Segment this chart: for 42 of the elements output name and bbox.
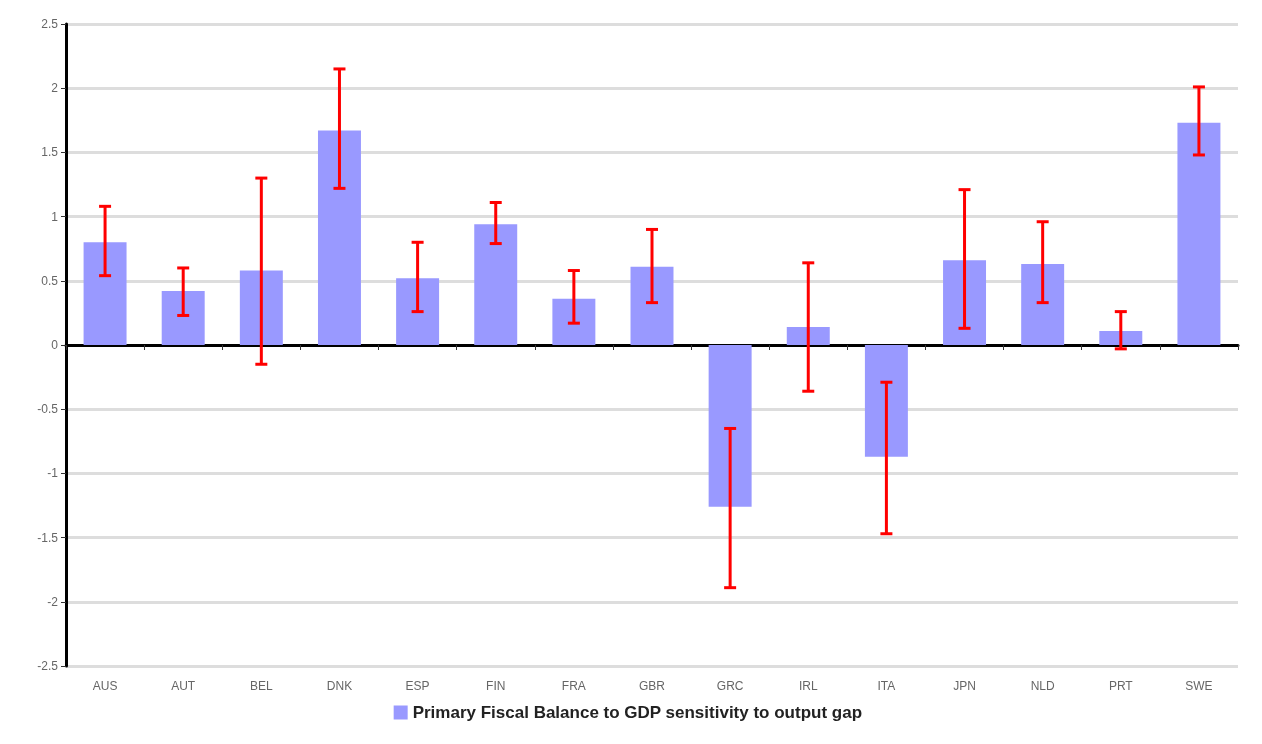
bar xyxy=(83,242,127,345)
x-tick-label: FIN xyxy=(486,679,506,693)
bar xyxy=(708,345,752,507)
bar xyxy=(317,130,361,345)
x-tick-label: NLD xyxy=(1030,679,1055,693)
legend-label: Primary Fiscal Balance to GDP sensitivity to output gap xyxy=(412,703,863,722)
y-tick-label: -2 xyxy=(47,594,59,609)
x-tick-label: BEL xyxy=(249,679,273,693)
bar xyxy=(474,224,518,345)
x-tick-label: JPN xyxy=(953,679,976,693)
y-tick-label: 1.5 xyxy=(41,145,59,160)
y-tick-label: 2.5 xyxy=(41,17,59,31)
x-tick-label: DNK xyxy=(326,679,353,693)
y-tick-label: -2.5 xyxy=(37,659,59,673)
x-tick-label: AUT xyxy=(171,679,196,693)
bar xyxy=(1021,264,1065,345)
bar xyxy=(1099,330,1143,345)
y-tick-label: 0.5 xyxy=(41,273,59,288)
bar xyxy=(161,291,205,345)
y-tick-label: -1 xyxy=(47,466,59,481)
bar xyxy=(552,298,596,345)
y-tick-label: 2 xyxy=(51,81,59,96)
bar xyxy=(630,266,674,345)
x-tick-label: GRC xyxy=(716,679,744,693)
x-tick-label: IRL xyxy=(798,679,818,693)
x-tick-label: ESP xyxy=(405,679,430,693)
bar xyxy=(239,270,283,345)
bar xyxy=(396,278,440,345)
x-tick-label: AUS xyxy=(92,679,118,693)
y-tick-label: -0.5 xyxy=(37,402,59,417)
x-tick-label: FRA xyxy=(561,679,586,693)
x-tick-label: PRT xyxy=(1108,679,1134,693)
bar xyxy=(943,260,987,345)
x-tick-label: GBR xyxy=(638,679,666,693)
bar xyxy=(786,327,830,345)
y-tick-label: -1.5 xyxy=(37,530,59,545)
y-tick-label: 1 xyxy=(51,209,59,224)
y-tick-label: 0 xyxy=(51,338,59,352)
x-tick-label: ITA xyxy=(877,679,896,693)
x-tick-label: SWE xyxy=(1185,679,1213,693)
bar xyxy=(864,345,908,457)
bar xyxy=(1177,122,1221,345)
